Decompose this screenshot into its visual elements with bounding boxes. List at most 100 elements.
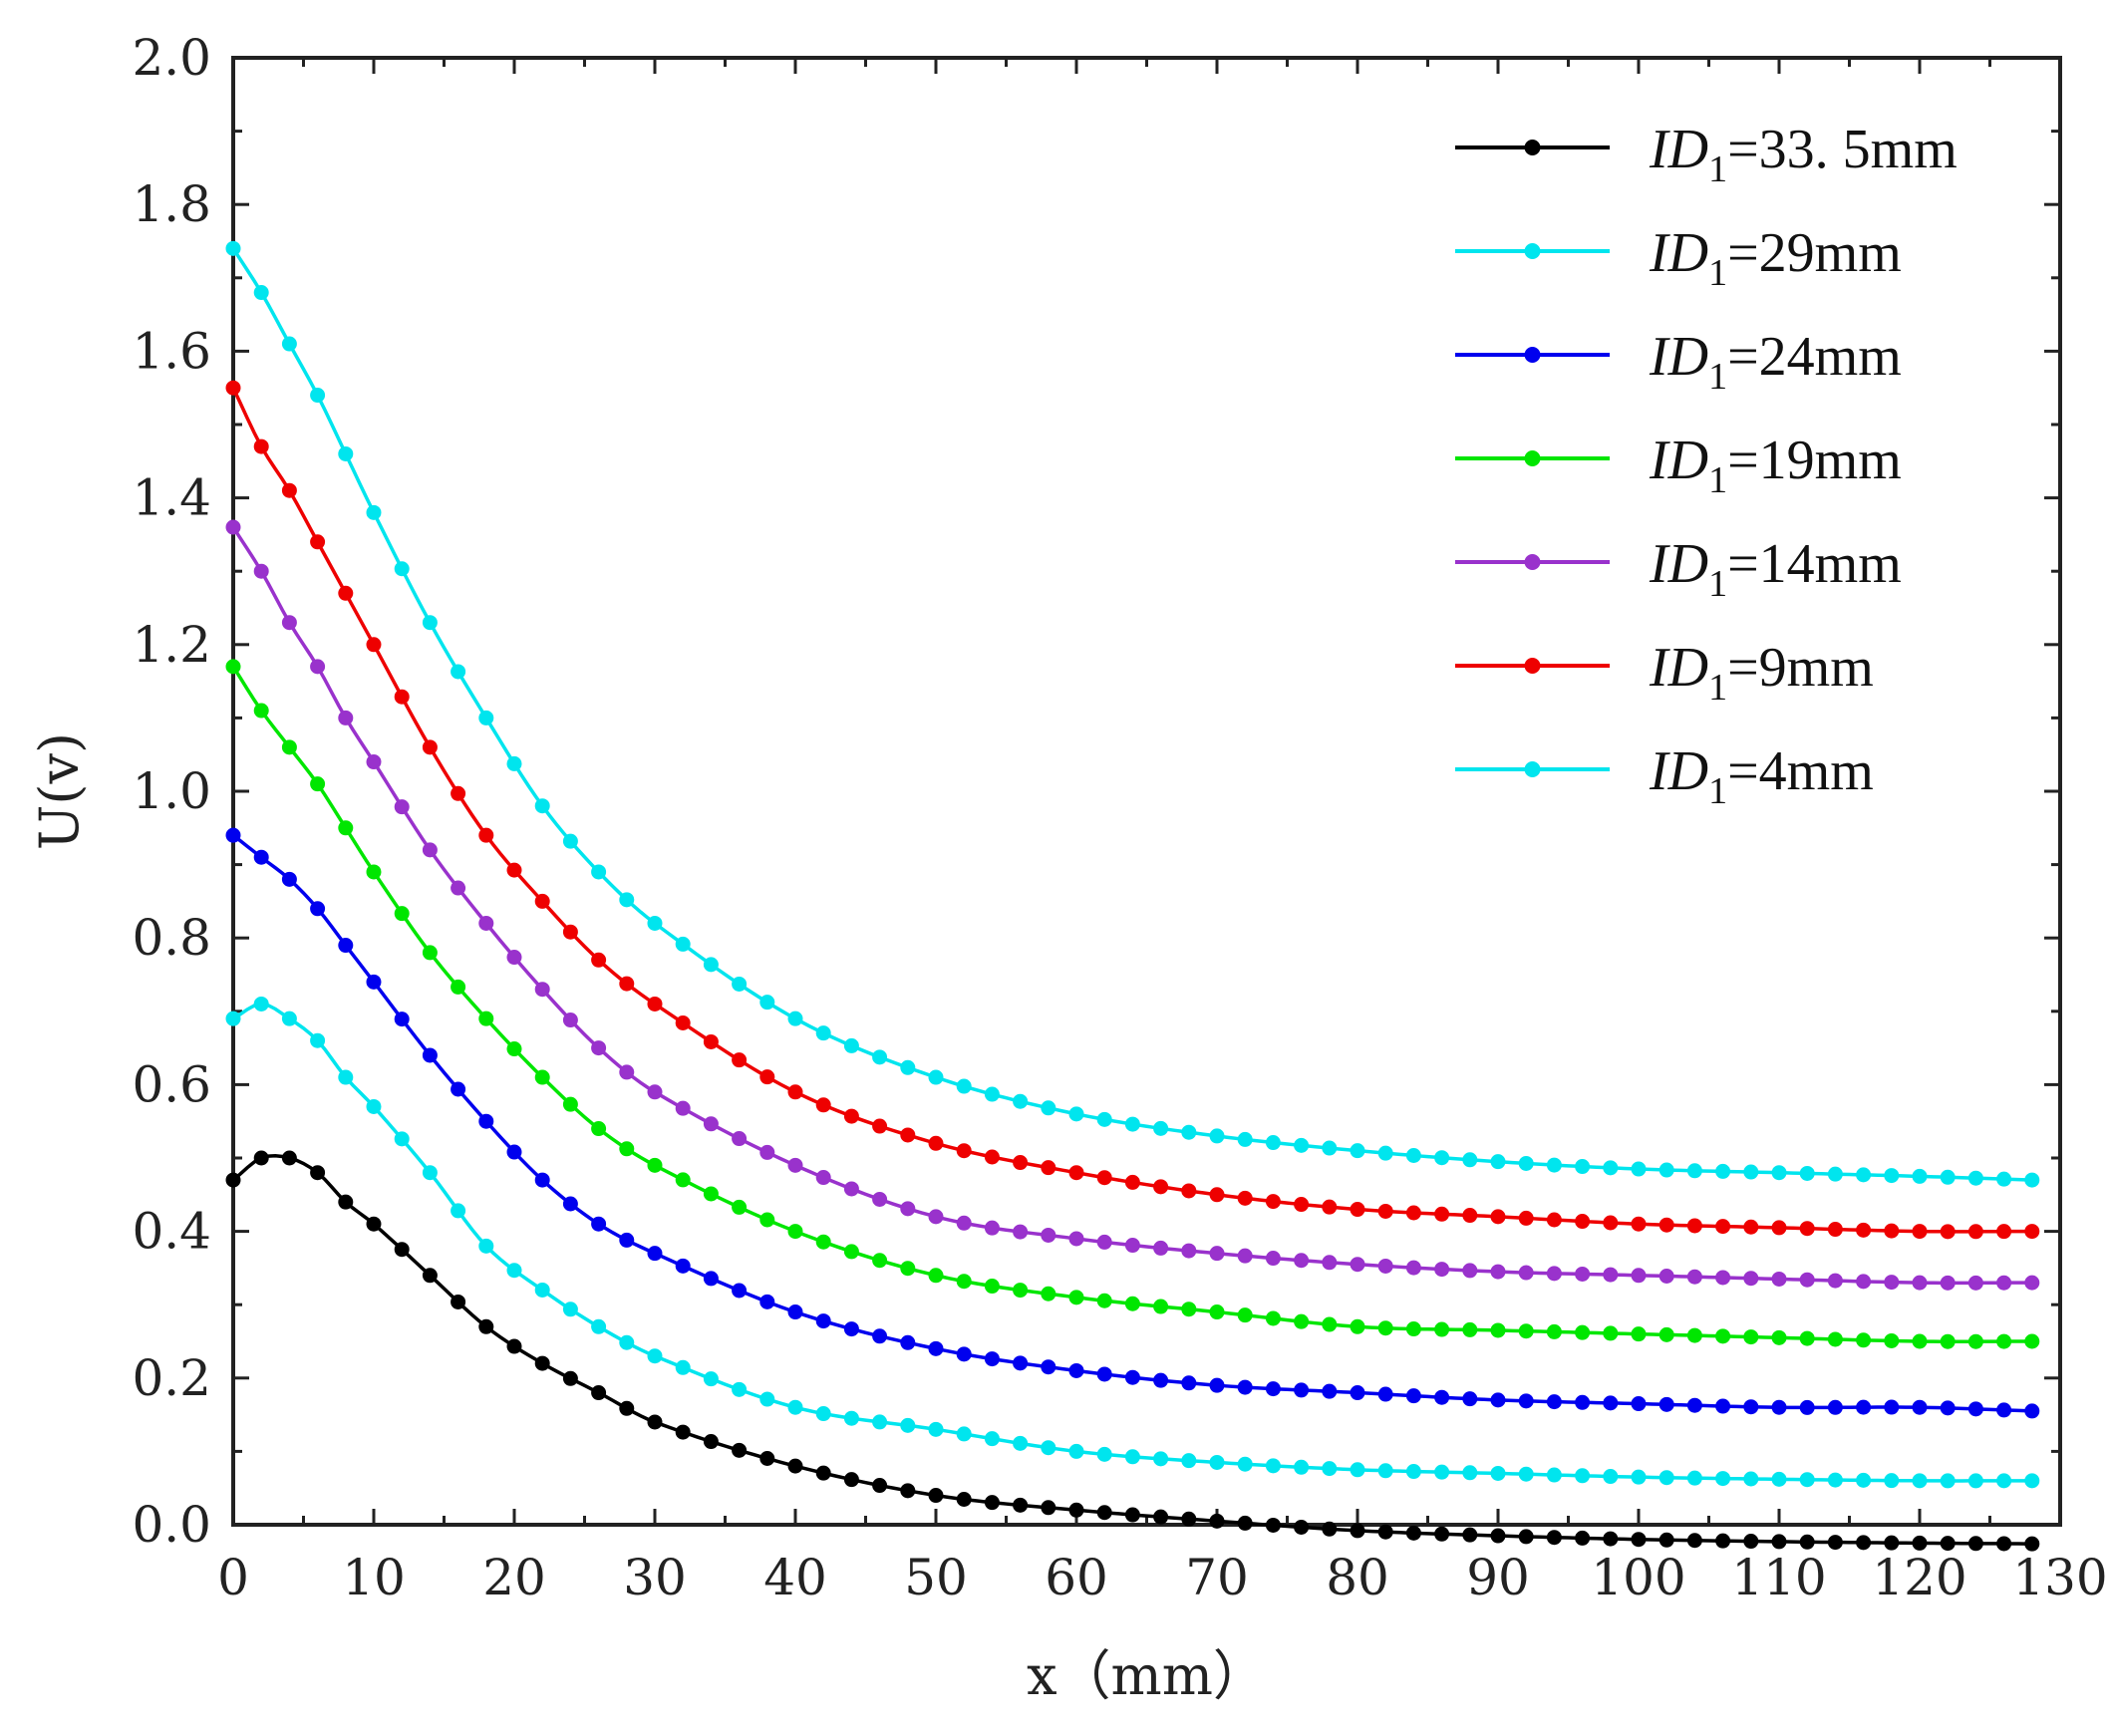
- data-point: [1405, 1205, 1421, 1221]
- data-point: [1209, 1377, 1225, 1393]
- data-point: [1799, 1534, 1815, 1550]
- x-tick-label: 40: [763, 1549, 827, 1606]
- y-tick-label: 0.6: [132, 1055, 211, 1113]
- data-point: [1546, 1212, 1562, 1228]
- data-point: [1068, 1502, 1084, 1518]
- data-point: [1715, 1270, 1731, 1286]
- series-ID1=29mm: [225, 996, 2040, 1489]
- data-point: [534, 798, 550, 814]
- data-point: [1181, 1375, 1197, 1391]
- data-point: [1518, 1323, 1534, 1339]
- data-point: [281, 482, 297, 498]
- data-point: [1294, 1313, 1310, 1329]
- data-point: [451, 1081, 466, 1097]
- data-point: [1462, 1391, 1478, 1407]
- legend: ID1=33. 5mm ID1=29mm ID1=24mm ID1=19mm ID1=1…: [1455, 119, 1958, 812]
- data-point: [1294, 1253, 1310, 1269]
- data-point: [1686, 1470, 1702, 1486]
- data-point: [1658, 1470, 1674, 1486]
- data-point: [1237, 1379, 1253, 1395]
- data-point: [1686, 1163, 1702, 1179]
- data-point: [1686, 1397, 1702, 1413]
- data-point: [1209, 1187, 1225, 1203]
- data-point: [984, 1279, 1000, 1295]
- data-point: [253, 1150, 269, 1166]
- data-point: [1771, 1329, 1787, 1345]
- data-point: [759, 1069, 775, 1085]
- data-point: [872, 1414, 888, 1430]
- data-point: [2024, 1536, 2040, 1552]
- data-point: [872, 1328, 888, 1344]
- data-point: [647, 1348, 663, 1364]
- data-point: [1237, 1456, 1253, 1472]
- data-point: [1743, 1534, 1759, 1550]
- data-point: [1856, 1472, 1872, 1488]
- data-point: [956, 1143, 972, 1159]
- data-point: [1322, 1383, 1338, 1399]
- data-point: [506, 1144, 522, 1160]
- data-point: [1631, 1532, 1647, 1548]
- data-point: [872, 1118, 888, 1134]
- data-point: [422, 1268, 438, 1284]
- data-point: [843, 1108, 859, 1124]
- data-point: [1715, 1471, 1731, 1487]
- data-point: [703, 1371, 719, 1387]
- data-point: [815, 1234, 831, 1250]
- data-point: [1686, 1218, 1702, 1234]
- data-point: [1068, 1362, 1084, 1378]
- data-point: [1405, 1525, 1421, 1541]
- data-point: [1940, 1400, 1956, 1416]
- data-point: [619, 976, 635, 992]
- data-point: [843, 1472, 859, 1488]
- data-point: [225, 827, 241, 843]
- data-point: [647, 996, 663, 1012]
- data-point: [1124, 1238, 1140, 1254]
- data-point: [394, 1131, 410, 1147]
- data-point: [1603, 1531, 1619, 1547]
- data-point: [562, 1302, 578, 1317]
- data-point: [1996, 1171, 2012, 1187]
- data-point: [506, 1041, 522, 1057]
- data-point: [1575, 1468, 1591, 1484]
- data-point: [1096, 1366, 1112, 1382]
- data-point: [253, 285, 269, 301]
- data-point: [1068, 1106, 1084, 1122]
- data-point: [703, 1033, 719, 1049]
- data-point: [225, 380, 241, 396]
- data-point: [815, 1025, 831, 1041]
- data-point: [1771, 1399, 1787, 1415]
- data-point: [1715, 1219, 1731, 1235]
- data-point: [281, 615, 297, 631]
- data-point: [310, 388, 326, 404]
- data-point: [1434, 1389, 1450, 1405]
- data-point: [1153, 1372, 1169, 1388]
- data-point: [2024, 1333, 2040, 1349]
- data-point: [1912, 1224, 1928, 1240]
- data-point: [732, 1131, 748, 1147]
- data-point: [1996, 1473, 2012, 1489]
- data-point: [675, 1359, 691, 1375]
- x-tick-label: 130: [2012, 1549, 2107, 1606]
- data-point: [1124, 1296, 1140, 1311]
- data-point: [478, 1113, 494, 1129]
- data-point: [647, 1414, 663, 1430]
- data-point: [534, 1172, 550, 1188]
- data-point: [1041, 1227, 1056, 1243]
- data-point: [281, 739, 297, 755]
- data-point: [1209, 1454, 1225, 1470]
- data-point: [928, 1488, 944, 1504]
- data-point: [366, 974, 382, 990]
- data-point: [1996, 1402, 2012, 1418]
- data-point: [1799, 1165, 1815, 1181]
- data-point: [675, 1015, 691, 1031]
- data-point: [1912, 1275, 1928, 1291]
- data-point: [984, 1086, 1000, 1102]
- data-point: [619, 1232, 635, 1248]
- data-point: [1181, 1183, 1197, 1199]
- data-point: [225, 1011, 241, 1026]
- data-point: [478, 827, 494, 843]
- data-point: [2024, 1403, 2040, 1419]
- data-point: [1350, 1143, 1365, 1159]
- data-point: [1041, 1500, 1056, 1516]
- y-axis-title: U(v): [28, 732, 91, 850]
